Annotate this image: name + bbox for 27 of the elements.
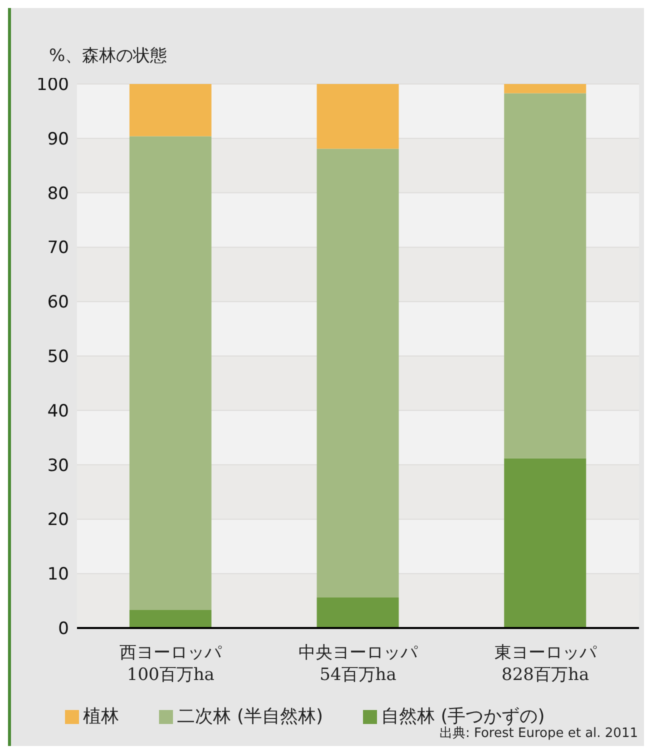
- y-tick-label: 20: [47, 510, 69, 530]
- y-tick-label: 70: [47, 238, 69, 258]
- y-tick-label: 30: [47, 456, 69, 476]
- y-tick-label: 40: [47, 401, 69, 422]
- legend-label: 植林: [83, 706, 120, 727]
- bar: [316, 84, 399, 149]
- x-tick-label: 西ヨーロッパ 100百万ha: [120, 643, 223, 685]
- y-tick-label: 10: [47, 564, 69, 585]
- y-axis-title: %、森林の状態: [49, 45, 168, 67]
- x-tick-label: 中央ヨーロッパ 54百万ha: [298, 643, 418, 685]
- bar: [504, 93, 586, 458]
- x-tick-label: 東ヨーロッパ 828百万ha: [494, 643, 598, 685]
- source-note: 出典: Forest Europe et al. 2011: [439, 726, 638, 742]
- bar: [504, 84, 586, 94]
- bar: [129, 610, 212, 628]
- y-tick-label: 0: [58, 619, 69, 640]
- bar: [504, 458, 586, 628]
- y-tick-label: 80: [47, 184, 69, 204]
- legend-label: 二次林 (半自然林): [177, 706, 323, 727]
- y-tick-label: 50: [47, 347, 69, 368]
- y-tick-label: 60: [47, 292, 69, 313]
- bar: [316, 598, 399, 628]
- y-tick-label: 90: [47, 129, 69, 150]
- legend-label: 自然林 (手つかずの): [381, 706, 545, 727]
- bar: [316, 148, 399, 598]
- bar: [129, 136, 212, 610]
- bar: [129, 84, 212, 136]
